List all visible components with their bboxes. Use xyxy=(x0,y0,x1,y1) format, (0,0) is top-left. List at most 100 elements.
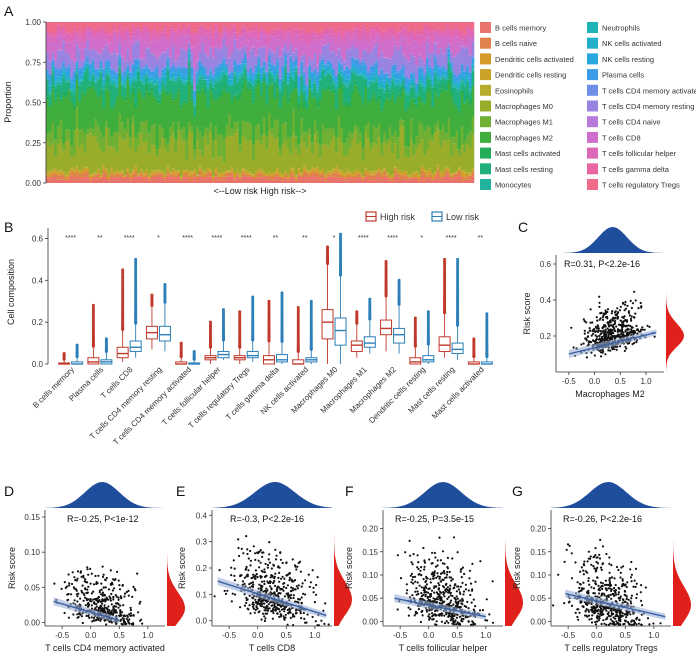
box-outlier xyxy=(251,299,255,303)
scatter-point xyxy=(259,589,263,592)
box-outlier xyxy=(134,268,138,272)
box-outlier xyxy=(208,320,212,324)
scatter-point xyxy=(607,587,610,590)
scatter-point xyxy=(612,609,615,612)
scatter-point xyxy=(108,595,111,598)
scatter-point xyxy=(258,583,261,586)
significance-stars: ** xyxy=(97,235,103,242)
y-tick-label: 0.6 xyxy=(32,234,44,243)
box-outlier xyxy=(221,310,225,314)
scatter-point xyxy=(443,569,446,573)
scatter-point xyxy=(630,306,634,310)
box-outlier xyxy=(163,282,167,286)
y-tick-label: 0.10 xyxy=(530,571,546,580)
box-outlier xyxy=(326,245,330,249)
scatter-point xyxy=(622,320,625,323)
scatter-point xyxy=(396,554,399,557)
scatter-point xyxy=(605,617,608,621)
panel-letter-g: G xyxy=(512,483,523,499)
scatter-point xyxy=(275,554,278,557)
scatter-point xyxy=(448,588,451,591)
scatter-point xyxy=(447,591,450,594)
scatter-point xyxy=(582,318,585,321)
scatter-point xyxy=(443,614,446,617)
scatter-point xyxy=(444,590,448,593)
scatter-point xyxy=(604,353,607,356)
panel-e-scatter: -0.5 0.0 0.5 1.0 0.0 0.1 0.2 0.3 0.4 T cells CD8 R… xyxy=(177,482,352,653)
scatter-point xyxy=(592,332,595,335)
scatter-point xyxy=(620,585,624,588)
x-tick-label: 1.0 xyxy=(142,631,154,640)
scatter-point xyxy=(604,309,607,312)
x-tick-label: 0.0 xyxy=(252,631,264,640)
scatter-point xyxy=(441,562,444,565)
scatter-point xyxy=(646,324,649,327)
scatter-point xyxy=(592,592,595,595)
scatter-point xyxy=(73,587,76,590)
scatter-point xyxy=(411,578,414,581)
scatter-point xyxy=(447,621,450,624)
scatter-point xyxy=(101,565,104,568)
y-tick-label: 0.2 xyxy=(540,332,552,341)
box-outlier xyxy=(134,272,138,276)
scatter-point xyxy=(586,560,589,563)
scatter-point xyxy=(90,604,93,607)
scatter-point xyxy=(443,586,446,589)
scatter-point xyxy=(73,576,76,579)
scatter-point xyxy=(422,578,425,581)
scatter-point xyxy=(405,583,408,586)
scatter-point xyxy=(435,614,438,617)
legend-swatch xyxy=(480,147,491,159)
scatter-point xyxy=(587,335,590,338)
scatter-point xyxy=(605,595,608,598)
scatter-point xyxy=(600,568,603,572)
box-outlier xyxy=(309,301,313,305)
scatter-point xyxy=(461,566,464,569)
scatter-point xyxy=(416,566,419,569)
scatter-point xyxy=(115,602,118,605)
scatter-point xyxy=(263,619,266,623)
scatter-point xyxy=(622,623,625,626)
scatter-point xyxy=(563,602,566,605)
scatter-point xyxy=(605,588,608,591)
scatter-point xyxy=(616,311,620,314)
scatter-point xyxy=(600,355,603,358)
scatter-point xyxy=(612,622,616,625)
scatter-point xyxy=(243,582,246,586)
box-outlier xyxy=(443,257,447,261)
scatter-point xyxy=(104,578,107,581)
scatter-point xyxy=(609,582,612,585)
significance-stars: **** xyxy=(182,235,193,242)
box-outlier xyxy=(280,297,284,301)
scatter-point xyxy=(273,575,276,578)
scatter-point xyxy=(429,581,432,584)
scatter-point xyxy=(419,569,422,572)
scatter-point xyxy=(620,566,623,569)
scatter-point xyxy=(84,604,87,607)
scatter-point xyxy=(117,598,120,601)
scatter-point xyxy=(278,580,281,583)
scatter-point xyxy=(640,305,643,308)
scatter-point xyxy=(105,606,108,610)
scatter-point xyxy=(632,585,635,588)
significance-stars: * xyxy=(333,235,336,242)
box-outlier xyxy=(456,270,460,274)
scatter-point xyxy=(623,334,627,337)
significance-stars: * xyxy=(157,235,160,242)
scatter-point xyxy=(116,570,119,574)
scatter-point xyxy=(240,574,243,577)
y-tick-label: 1.00 xyxy=(25,18,41,27)
scatter-point xyxy=(604,330,607,333)
scatter-point xyxy=(417,608,420,611)
box-outlier xyxy=(456,262,460,266)
scatter-point xyxy=(256,576,259,579)
scatter-point xyxy=(587,340,591,343)
scatter-point xyxy=(248,604,251,607)
scatter-point xyxy=(618,336,621,339)
scatter-point xyxy=(263,582,266,586)
scatter-point xyxy=(450,579,453,582)
scatter-point xyxy=(428,613,431,616)
scatter-point xyxy=(606,327,609,330)
scatter-point xyxy=(459,568,463,571)
box-outlier xyxy=(456,273,460,277)
